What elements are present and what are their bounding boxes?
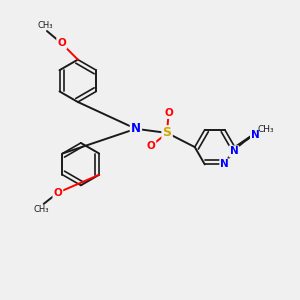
Text: O: O xyxy=(164,108,173,118)
Text: S: S xyxy=(163,126,172,140)
Text: N: N xyxy=(131,122,141,135)
Text: CH₃: CH₃ xyxy=(257,125,274,134)
Text: N: N xyxy=(230,146,238,156)
Text: N: N xyxy=(220,159,229,170)
Text: O: O xyxy=(146,141,155,151)
Text: O: O xyxy=(57,38,66,48)
Text: CH₃: CH₃ xyxy=(33,205,49,214)
Text: O: O xyxy=(53,188,62,198)
Text: N: N xyxy=(251,130,260,140)
Text: CH₃: CH₃ xyxy=(38,21,53,30)
